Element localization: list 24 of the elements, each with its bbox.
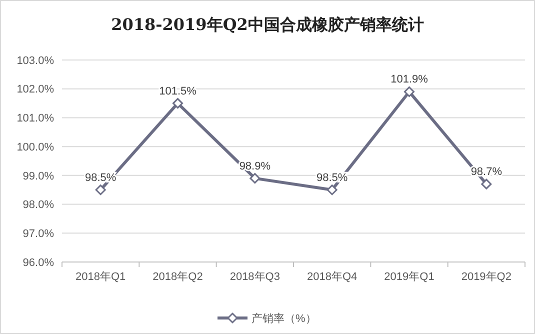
chart-title: 2018-2019年Q2中国合成橡胶产销率统计	[111, 15, 424, 34]
x-tick-label: 2018年Q3	[230, 271, 280, 283]
x-tick-label: 2019年Q1	[384, 271, 434, 283]
point	[481, 178, 492, 190]
y-tick-label: 96.0%	[22, 256, 54, 269]
y-tick-label: 100.0%	[16, 141, 54, 154]
y-tick-label: 98.0%	[22, 199, 54, 212]
y-tick-label: 101.0%	[16, 112, 54, 125]
point	[172, 98, 183, 109]
text: 101.9%	[390, 74, 428, 86]
y-tick-label: 103.0%	[16, 54, 54, 67]
x-tick-label: 2018年Q1	[76, 271, 126, 283]
x-tick-label: 2018年Q2	[152, 271, 203, 283]
y-tick-label: 99.0%	[22, 170, 54, 182]
x-tick-label: 2018年Q4	[307, 271, 358, 283]
y-tick-label: 102.0%	[16, 84, 54, 96]
x-tick-label: 2019年Q2	[461, 271, 512, 283]
point	[95, 184, 106, 196]
legend-label: 产销率（%）	[252, 312, 316, 325]
point	[326, 184, 338, 196]
y-tick-label: 97.0%	[22, 228, 54, 240]
text: 101.5%	[159, 85, 196, 98]
point	[250, 173, 260, 184]
point	[404, 86, 414, 97]
